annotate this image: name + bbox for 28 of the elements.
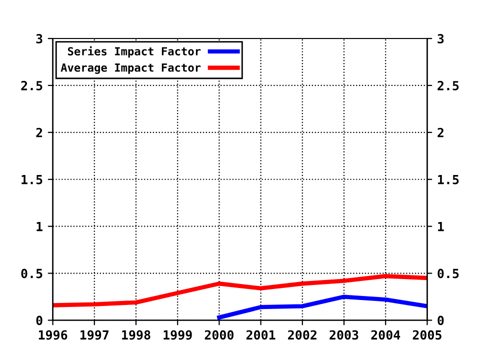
- x-tick-label: 1999: [164, 330, 192, 340]
- x-tick-label: 2003: [330, 330, 358, 340]
- x-tick-label: 2004: [371, 330, 400, 340]
- y-tick-label: 2.5: [21, 80, 42, 90]
- y2-tick-label: 1.5: [438, 175, 459, 184]
- y2-tick-label: 3: [438, 34, 444, 44]
- legend-label: Series Impact Factor: [68, 46, 201, 58]
- line-series: [217, 294, 428, 320]
- y-tick-label: 0: [36, 316, 42, 326]
- x-tick-label: 2005: [412, 330, 442, 340]
- y2-tick-label: 2: [438, 128, 444, 138]
- line-series: [52, 274, 428, 308]
- y-tick-label: 2: [36, 128, 42, 138]
- y2-tick-label: 2.5: [438, 80, 459, 90]
- y2-tick-label: 1: [438, 222, 444, 232]
- y-tick-label: 1: [36, 222, 42, 232]
- x-tick-label: 1997: [80, 330, 109, 340]
- x-tick-label: 2001: [246, 330, 276, 340]
- x-tick-label: 1996: [38, 330, 68, 340]
- x-tick-label: 2000: [204, 330, 234, 340]
- y2-tick-label: 0.5: [438, 268, 459, 278]
- y2-tick-label: 0: [438, 316, 444, 326]
- legend-label: Average Impact Factor: [60, 64, 201, 74]
- y-tick-label: 0.5: [21, 268, 42, 278]
- x-tick-label: 1998: [122, 330, 150, 340]
- x-tick-label: 2002: [288, 330, 316, 340]
- y-tick-label: 3: [36, 34, 42, 44]
- y-tick-label: 1.5: [22, 175, 42, 184]
